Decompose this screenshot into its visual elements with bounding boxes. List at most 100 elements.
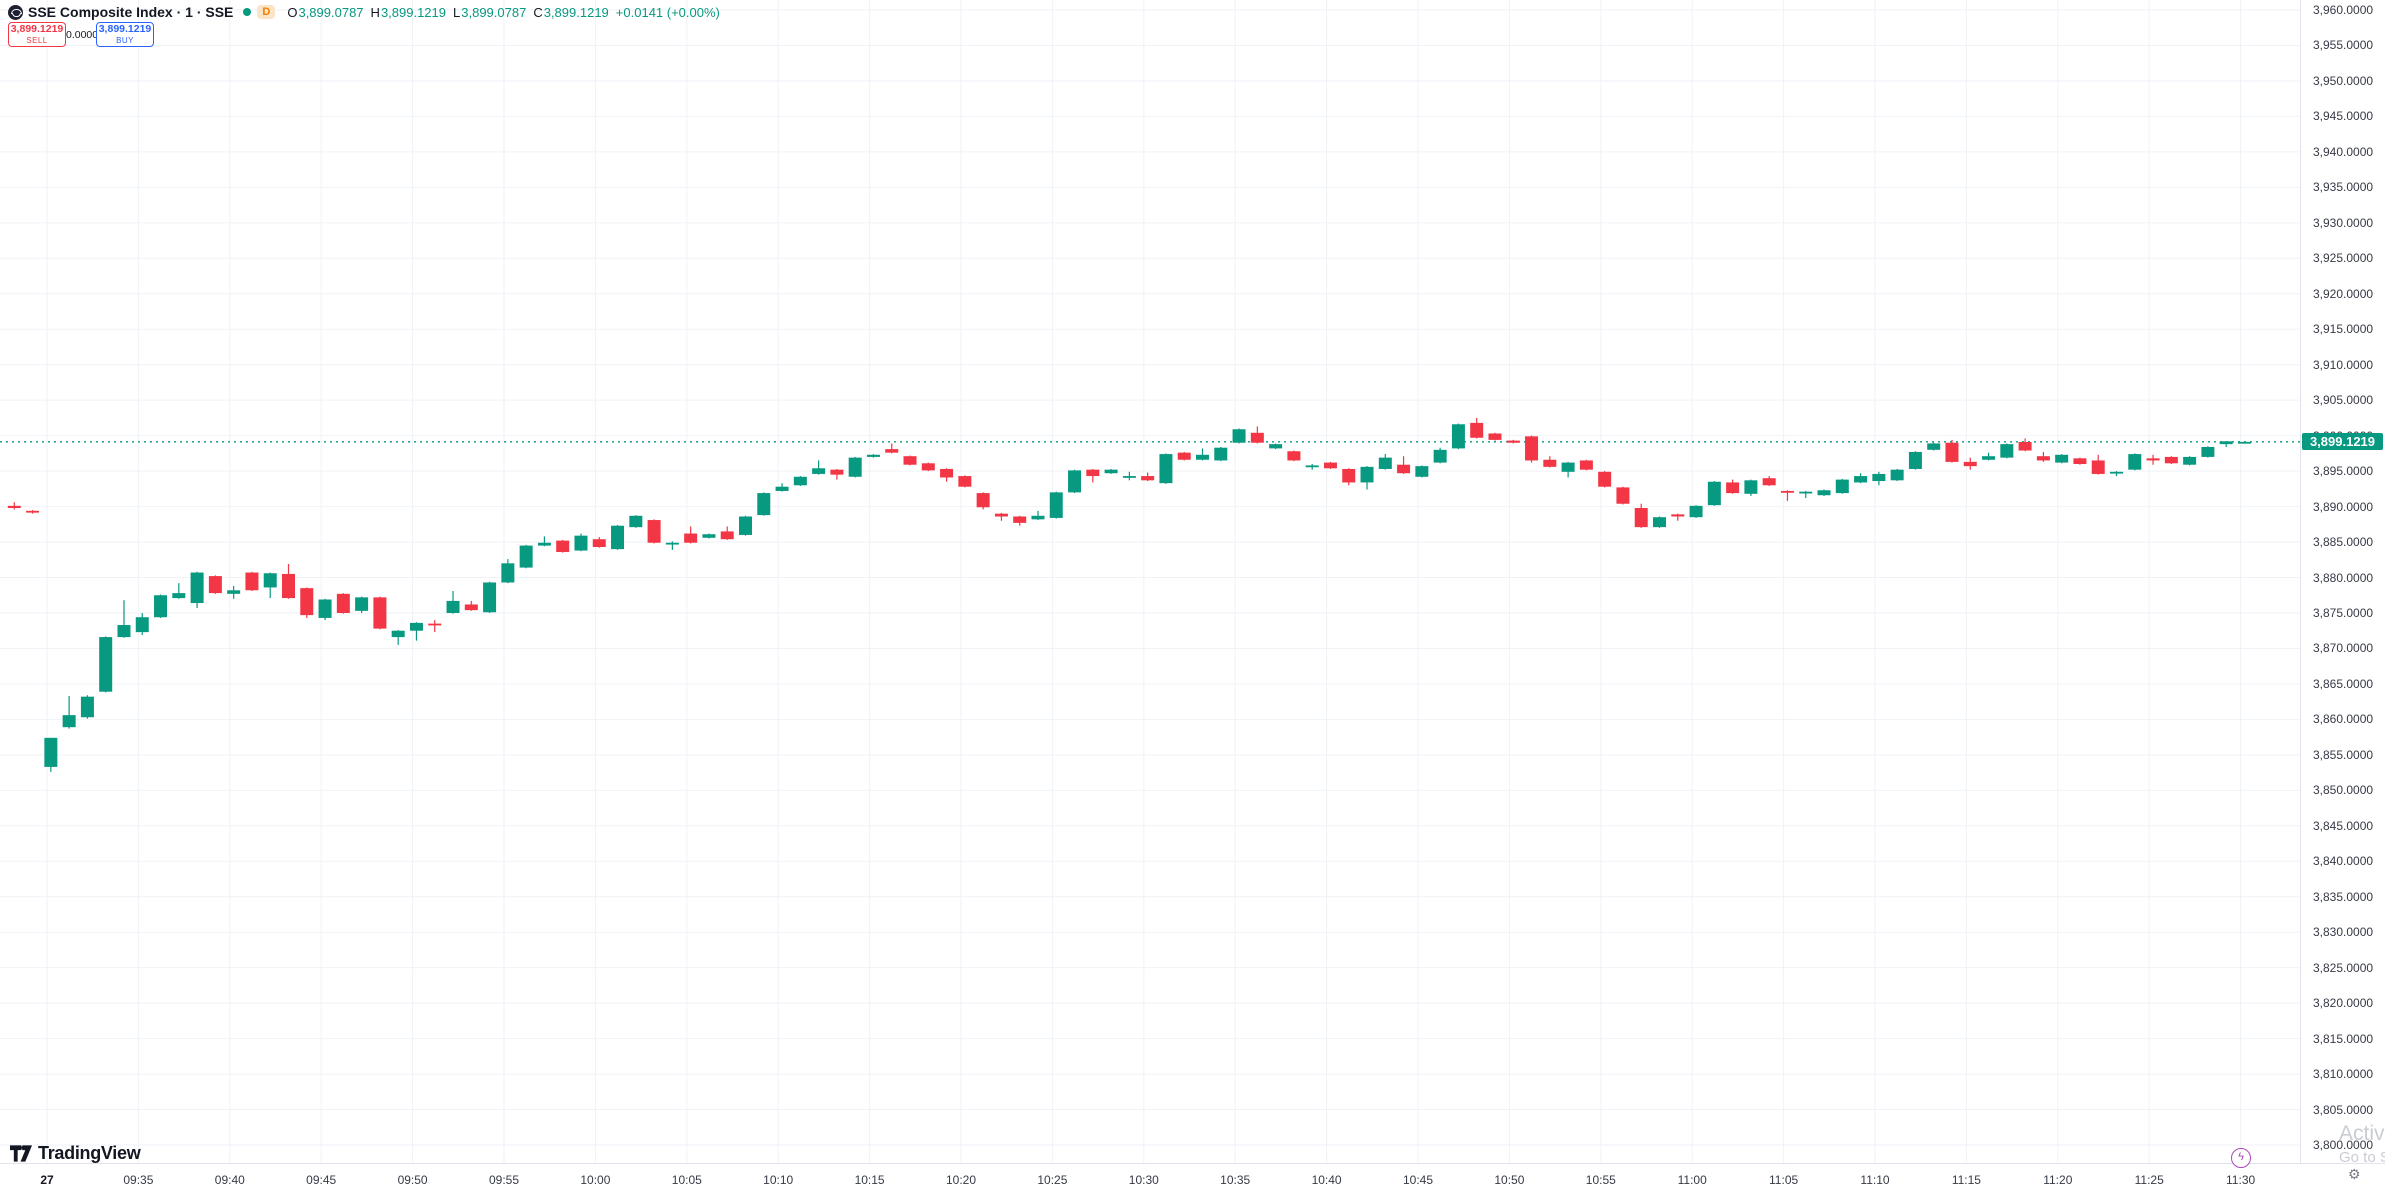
- candle-body: [1890, 469, 1904, 481]
- candle-body: [739, 516, 752, 535]
- tradingview-logo-text: TradingView: [38, 1143, 141, 1163]
- candle-body: [2036, 456, 2050, 461]
- low-value: 3,899.0787: [461, 4, 527, 20]
- price-tick-label: 3,855.0000: [2313, 747, 2374, 762]
- price-axis[interactable]: 3,800.0000 3,805.0000 3,810.0000 3,815.0000…: [2300, 0, 2385, 1163]
- candle-body: [1250, 432, 1264, 443]
- candle-body: [1269, 444, 1283, 449]
- candle-body: [1086, 469, 1100, 477]
- tradingview-logo[interactable]: TradingView: [10, 1143, 141, 1164]
- candle-body: [1470, 422, 1484, 438]
- candle-body: [1744, 480, 1758, 494]
- candle-body: [190, 572, 204, 604]
- time-tick-label: 09:45: [306, 1173, 337, 1187]
- sell-button[interactable]: 3,899.1219 SELL: [8, 22, 66, 47]
- price-tick-label: 3,925.0000: [2313, 251, 2374, 266]
- chart-legend: SSE Composite Index · 1 · SSE D O 3,899.0…: [8, 3, 720, 21]
- candle-body: [1525, 436, 1539, 461]
- open-label: O: [287, 4, 298, 20]
- candle-body: [263, 573, 277, 588]
- market-status-dot-icon[interactable]: [243, 8, 252, 16]
- candle-body: [208, 576, 222, 594]
- candle-body: [1799, 491, 1813, 494]
- price-tick-label: 3,910.0000: [2313, 357, 2374, 372]
- candle-body: [1378, 457, 1392, 469]
- high-label: H: [370, 4, 380, 20]
- time-tick-label: 11:30: [2226, 1173, 2256, 1187]
- candle-body: [2128, 454, 2142, 470]
- candle-body: [1451, 424, 1465, 449]
- price-tick-label: 3,960.0000: [2313, 3, 2374, 17]
- instant-order-lightning-icon[interactable]: ϟ: [2231, 1148, 2251, 1168]
- time-tick-label: 10:55: [1585, 1173, 1616, 1187]
- price-tick-label: 3,860.0000: [2313, 712, 2374, 727]
- time-tick-label: 10:45: [1402, 1173, 1434, 1187]
- price-tick-label: 3,945.0000: [2313, 109, 2374, 124]
- time-axis[interactable]: 27 09:35 09:40 09:45 09:50 09:55 10:00 10:05 10:…: [0, 1163, 2385, 1198]
- candle-body: [1634, 507, 1648, 528]
- price-tick-label: 3,845.0000: [2313, 818, 2374, 833]
- candle-body: [501, 563, 515, 583]
- candle-body: [574, 535, 588, 551]
- candle-body: [647, 520, 661, 543]
- time-tick-label: 11:00: [1677, 1173, 1707, 1187]
- candle-body: [1177, 452, 1191, 460]
- chart-plot[interactable]: [0, 0, 2300, 1163]
- time-tick-label: 10:25: [1037, 1173, 1068, 1187]
- time-tick-label: 10:40: [1311, 1173, 1342, 1187]
- candle-body: [2201, 446, 2215, 457]
- candle-body: [921, 463, 935, 471]
- candle-body: [1415, 466, 1429, 477]
- time-tick-label: 11:25: [2134, 1173, 2164, 1187]
- time-tick-label: 11:10: [1860, 1173, 1890, 1187]
- time-tick-label: 10:10: [763, 1173, 794, 1187]
- price-tick-label: 3,835.0000: [2313, 889, 2374, 904]
- candle-body: [702, 534, 716, 538]
- price-tick-label: 3,880.0000: [2313, 570, 2374, 585]
- price-tick-label: 3,830.0000: [2313, 925, 2374, 940]
- price-tick-label: 3,950.0000: [2313, 73, 2374, 88]
- candle-body: [336, 593, 350, 613]
- time-tick-label: 10:35: [1220, 1173, 1251, 1187]
- candle-body: [80, 696, 94, 718]
- axis-settings-gear-icon[interactable]: ⚙: [2348, 1166, 2361, 1182]
- candle-body: [537, 542, 551, 546]
- ohlc-values: O 3,899.0787 H 3,899.1219 L 3,899.0787 C 3,8…: [287, 5, 720, 20]
- candlestick-chart: [0, 0, 2300, 1163]
- price-tick-label: 3,800.0000: [2313, 1138, 2374, 1152]
- candle-body: [903, 456, 917, 465]
- spread-value: 0.0000: [66, 28, 99, 41]
- candle-body: [940, 468, 954, 478]
- candle-body: [355, 597, 369, 611]
- candle-body: [1305, 465, 1319, 468]
- candle-body: [830, 469, 844, 475]
- current-price-label: 3,899.1219: [2302, 433, 2383, 451]
- price-tick-label: 3,850.0000: [2313, 783, 2374, 798]
- time-tick-label: 09:35: [123, 1173, 154, 1187]
- candle-body: [1323, 462, 1337, 469]
- candle-body: [1360, 466, 1374, 483]
- price-tick-label: 3,825.0000: [2313, 960, 2374, 975]
- candle-body: [2073, 458, 2087, 465]
- symbol-title[interactable]: SSE Composite Index · 1 · SSE: [28, 4, 234, 20]
- candle-body: [1141, 476, 1155, 481]
- price-tick-label: 3,955.0000: [2313, 38, 2374, 53]
- price-tick-label: 3,870.0000: [2313, 641, 2374, 656]
- buy-button[interactable]: 3,899.1219 BUY: [96, 22, 154, 47]
- candle-body: [1963, 461, 1977, 467]
- candle-body: [1780, 490, 1794, 493]
- candle-body: [1031, 515, 1045, 520]
- time-tick-label: 10:00: [580, 1173, 611, 1187]
- time-tick-label: 10:05: [671, 1173, 702, 1187]
- candle-body: [1616, 487, 1630, 504]
- tradingview-logo-icon: [10, 1145, 32, 1162]
- time-tick-label: 11:15: [1951, 1173, 1981, 1187]
- candle-body: [2000, 444, 2014, 458]
- time-tick-label: 10:30: [1128, 1173, 1159, 1187]
- candle-body: [684, 533, 698, 543]
- candle-body: [373, 597, 387, 629]
- time-tick-label: 09:50: [397, 1173, 428, 1187]
- candle-body: [135, 617, 149, 633]
- interval-d-badge[interactable]: D: [257, 5, 276, 19]
- candle-body: [2018, 442, 2032, 451]
